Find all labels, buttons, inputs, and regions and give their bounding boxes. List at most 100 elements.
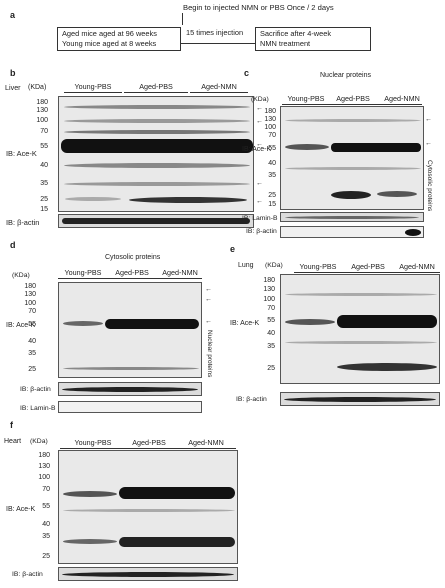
panel-e-marker-35: 35 — [267, 343, 275, 350]
panel-d-marker-100: 100 — [24, 300, 36, 307]
panel-d-marker-180: 180 — [24, 283, 36, 290]
panel-b-ib-acek: IB: Ace-K — [6, 149, 37, 158]
panel-e-marker-130: 130 — [263, 286, 275, 293]
panel-f-marker-25: 25 — [42, 553, 50, 560]
panel-b-marker-15: 15 — [40, 206, 48, 213]
panel-e-group-aged-nmn: Aged-NMN — [399, 262, 435, 271]
panel-f-kda: (KDa) — [30, 438, 48, 445]
panel-b-marker-70: 70 — [40, 128, 48, 135]
panel-c-arrow-2: ← — [425, 140, 432, 147]
panel-e-kda: (KDa) — [265, 262, 283, 269]
panel-f-marker-40: 40 — [42, 521, 50, 528]
panel-d-kda: (KDa) — [12, 272, 30, 279]
panel-e-letter: e — [230, 244, 236, 254]
panel-c-marker-180: 180 — [264, 108, 276, 115]
panel-d-group-young: Young-PBS — [64, 268, 102, 277]
panel-c-marker-15: 15 — [268, 201, 276, 208]
panel-a-right-line2: NMN treatment — [260, 39, 311, 48]
panel-d-marker-70: 70 — [28, 308, 36, 315]
panel-e-ib-actin: IB: β-actin — [236, 396, 267, 403]
panel-c-marker-70: 70 — [268, 132, 276, 139]
panel-a-down-arrow-line — [182, 13, 183, 25]
panel-b-group-aged-pbs: Aged-PBS — [139, 82, 173, 91]
panel-c-marker-130: 130 — [264, 116, 276, 123]
panel-e-marker-70: 70 — [267, 305, 275, 312]
panel-d-group-aged-nmn: Aged-NMN — [162, 268, 198, 277]
panel-b-marker-35: 35 — [40, 180, 48, 187]
panel-d-ib-lamin: IB: Lamin-B — [20, 405, 56, 412]
panel-b-arrow-5: ← — [256, 198, 263, 205]
panel-a-left-line2: Young mice aged at 8 weeks — [62, 39, 157, 48]
panel-f-letter: f — [10, 420, 13, 430]
panel-d-arrow-1: ← — [205, 286, 212, 293]
panel-e-underline — [294, 272, 440, 273]
panel-c-group-aged-pbs: Aged-PBS — [336, 94, 370, 103]
panel-e-ib-acek: IB: Ace-K — [230, 320, 260, 327]
panel-f-marker-70: 70 — [42, 486, 50, 493]
panel-d-blot-actin — [58, 382, 202, 396]
panel-a-arrow-text: 15 times injection — [186, 28, 244, 37]
panel-a-letter: a — [10, 10, 16, 20]
panel-d-arrow-2: ← — [205, 296, 212, 303]
panel-c-marker-100: 100 — [264, 124, 276, 131]
panel-d-blot-acek — [58, 282, 202, 378]
panel-b-blot-acek — [58, 96, 254, 212]
panel-e-group-young: Young-PBS — [299, 262, 337, 271]
panel-e-marker-180: 180 — [263, 277, 275, 284]
panel-d-ib-actin: IB: β-actin — [20, 386, 51, 393]
panel-a-left-box: Aged mice aged at 96 weeks Young mice ag… — [57, 27, 181, 51]
panel-c-side-label: Cytosolic proteins — [426, 160, 433, 212]
panel-b-arrow-1: ← — [256, 105, 263, 112]
panel-c-blot-lamin — [280, 212, 424, 222]
panel-e-marker-40: 40 — [267, 330, 275, 337]
panel-c-group-young: Young-PBS — [287, 94, 325, 103]
panel-b-arrow-4: ← — [256, 180, 263, 187]
panel-f-tissue: Heart — [4, 438, 22, 445]
panel-f-ib-acek: IB: Ace-K — [6, 506, 36, 513]
panel-f-marker-100: 100 — [38, 474, 50, 481]
panel-f-group-aged-nmn: Aged-NMN — [188, 438, 224, 447]
panel-b-underline-aged-nmn — [190, 92, 248, 93]
panel-d-side-label: Nuclear proteins — [206, 330, 213, 378]
panel-d-blot-lamin — [58, 401, 202, 413]
panel-a-arrow-line — [181, 43, 255, 44]
panel-a-right-box: Sacrifice after 4-week NMN treatment — [255, 27, 371, 51]
panel-c-ib-lamin: IB: Lamin-B — [242, 215, 278, 222]
panel-f-marker-35: 35 — [42, 533, 50, 540]
panel-c-arrow-1: ← — [425, 116, 432, 123]
panel-f-group-young: Young-PBS — [74, 438, 112, 447]
panel-c-kda: (KDa) — [251, 96, 269, 103]
panel-c-title: Nuclear proteins — [320, 72, 371, 79]
panel-a-top-text: Begin to injected NMN or PBS Once / 2 da… — [183, 3, 334, 12]
panel-b-blot-actin — [58, 214, 254, 228]
panel-e-blot-acek — [280, 274, 440, 384]
panel-b-marker-180: 180 — [36, 99, 48, 106]
panel-e-marker-25: 25 — [267, 365, 275, 372]
panel-a-left-line1: Aged mice aged at 96 weeks — [62, 29, 157, 38]
panel-f-underline — [60, 448, 236, 449]
panel-f-group-aged-pbs: Aged-PBS — [132, 438, 166, 447]
panel-e-marker-100: 100 — [263, 296, 275, 303]
panel-f-marker-130: 130 — [38, 463, 50, 470]
panel-b-underline-young — [64, 92, 122, 93]
panel-c-group-aged-nmn: Aged-NMN — [384, 94, 420, 103]
panel-d-group-aged-pbs: Aged-PBS — [115, 268, 149, 277]
panel-e-blot-actin — [280, 392, 440, 406]
panel-c-marker-40: 40 — [268, 160, 276, 167]
panel-d-marker-35: 35 — [28, 350, 36, 357]
panel-f-blot-actin — [58, 567, 238, 581]
panel-d-marker-55: 55 — [28, 321, 36, 328]
panel-c-marker-25: 25 — [268, 192, 276, 199]
panel-b-ib-actin: IB: β-actin — [6, 218, 40, 227]
panel-f-ib-actin: IB: β-actin — [12, 571, 43, 578]
panel-d-ib-acek: IB: Ace-K — [6, 322, 36, 329]
panel-d-marker-40: 40 — [28, 338, 36, 345]
panel-b-marker-100: 100 — [36, 117, 48, 124]
panel-d-marker-130: 130 — [24, 291, 36, 298]
panel-d-letter: d — [10, 240, 16, 250]
panel-c-letter: c — [244, 68, 250, 78]
panel-b-kda: (KDa) — [28, 84, 47, 91]
panel-b-underline-aged-pbs — [124, 92, 188, 93]
panel-a-right-line1: Sacrifice after 4-week — [260, 29, 332, 38]
panel-c-marker-55: 55 — [268, 145, 276, 152]
